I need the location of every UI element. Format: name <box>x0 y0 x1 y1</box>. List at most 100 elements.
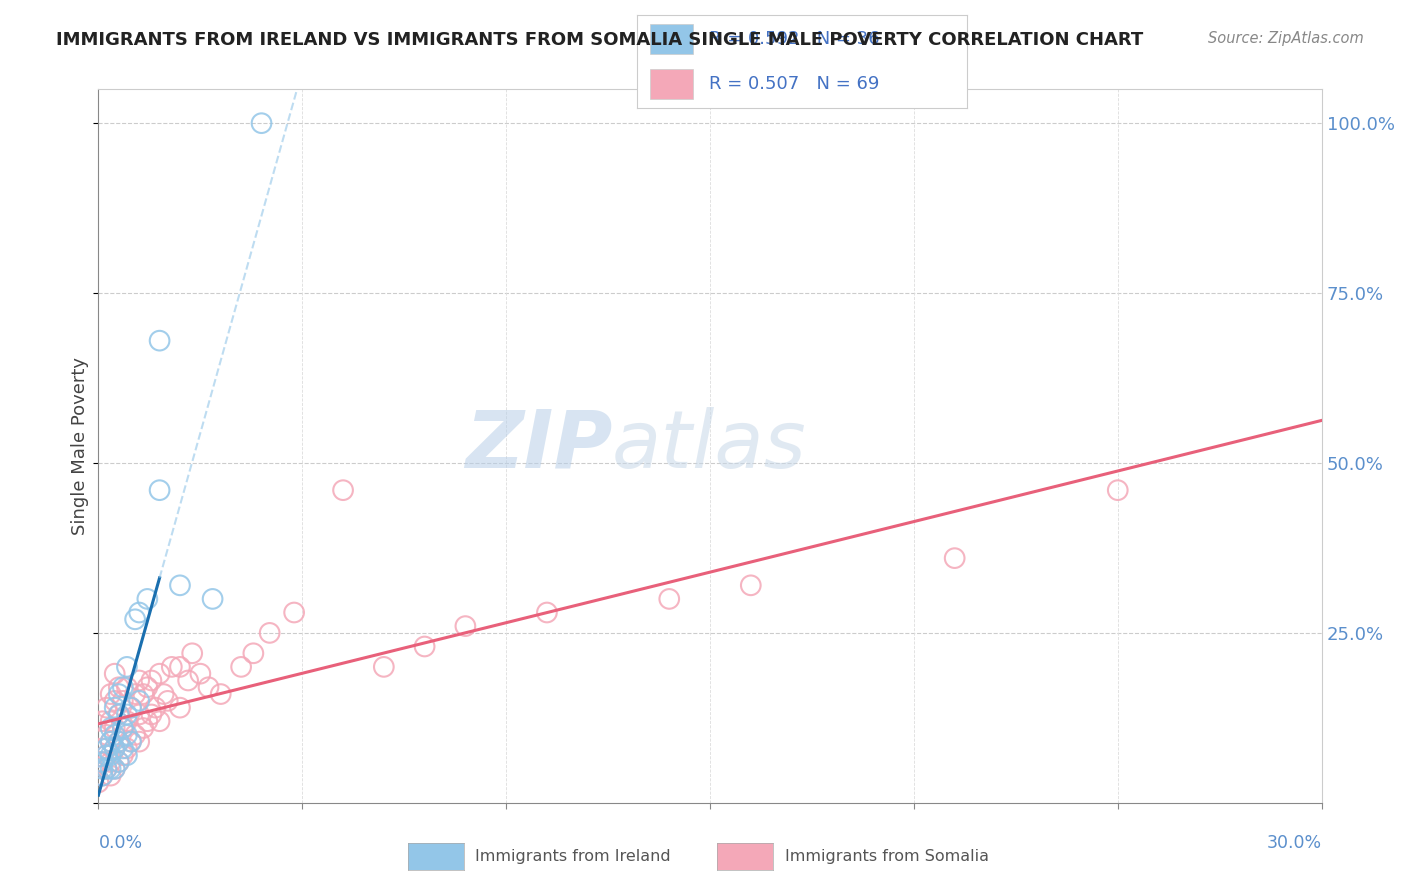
Point <box>156 694 179 708</box>
Point <box>96 748 118 763</box>
Point <box>104 762 127 776</box>
Point <box>658 591 681 606</box>
Point <box>100 755 122 769</box>
Point <box>115 660 138 674</box>
Point <box>124 728 146 742</box>
Point <box>91 762 114 776</box>
Point <box>91 769 114 783</box>
Point <box>250 116 273 130</box>
Point <box>231 660 253 674</box>
Point <box>111 721 134 735</box>
Point <box>96 762 118 776</box>
Point <box>115 680 138 694</box>
Point <box>124 687 146 701</box>
Point <box>100 734 122 748</box>
Point <box>108 680 131 694</box>
Text: R = 0.592   N = 36: R = 0.592 N = 36 <box>709 30 880 48</box>
Y-axis label: Single Male Poverty: Single Male Poverty <box>72 357 90 535</box>
Point <box>149 334 172 348</box>
Point <box>136 680 159 694</box>
Point <box>201 591 224 606</box>
Point <box>115 748 138 763</box>
Point <box>115 741 138 756</box>
Point <box>108 734 131 748</box>
Point <box>91 755 114 769</box>
Point <box>96 741 118 756</box>
Point <box>115 714 138 729</box>
Point <box>104 728 127 742</box>
Point <box>259 626 281 640</box>
Point <box>96 762 118 776</box>
FancyBboxPatch shape <box>650 24 693 54</box>
Point <box>91 769 114 783</box>
Point <box>108 755 131 769</box>
Point <box>1107 483 1129 498</box>
Point <box>100 769 122 783</box>
Point <box>160 660 183 674</box>
Point <box>96 728 118 742</box>
Point <box>120 734 142 748</box>
Point <box>108 707 131 722</box>
Point <box>111 694 134 708</box>
Point <box>209 687 232 701</box>
Point <box>100 687 122 701</box>
Point <box>373 660 395 674</box>
Point <box>943 551 966 566</box>
Point <box>197 680 219 694</box>
Point <box>120 734 142 748</box>
Point <box>100 734 122 748</box>
Point <box>104 721 127 735</box>
Point <box>128 694 150 708</box>
Point <box>87 775 110 789</box>
Point <box>149 483 172 498</box>
FancyBboxPatch shape <box>650 69 693 99</box>
Point <box>91 741 114 756</box>
Point <box>87 755 110 769</box>
Text: ZIP: ZIP <box>465 407 612 485</box>
Point <box>100 721 122 735</box>
Point <box>108 687 131 701</box>
Point <box>283 606 305 620</box>
Point <box>536 606 558 620</box>
Point <box>169 700 191 714</box>
Point <box>181 646 204 660</box>
Point <box>136 714 159 729</box>
Text: IMMIGRANTS FROM IRELAND VS IMMIGRANTS FROM SOMALIA SINGLE MALE POVERTY CORRELATI: IMMIGRANTS FROM IRELAND VS IMMIGRANTS FR… <box>56 31 1143 49</box>
Point <box>141 707 163 722</box>
Point <box>149 666 172 681</box>
Text: R = 0.507   N = 69: R = 0.507 N = 69 <box>709 75 880 93</box>
Text: Immigrants from Ireland: Immigrants from Ireland <box>475 849 671 863</box>
Text: 30.0%: 30.0% <box>1267 834 1322 852</box>
Point <box>454 619 477 633</box>
Point <box>91 755 114 769</box>
Point <box>104 741 127 756</box>
Point <box>108 707 131 722</box>
Point <box>96 700 118 714</box>
Point <box>104 694 127 708</box>
Point <box>152 687 174 701</box>
Point <box>128 673 150 688</box>
Point <box>242 646 264 660</box>
Point <box>177 673 200 688</box>
Point <box>111 748 134 763</box>
Point <box>104 700 127 714</box>
Point <box>149 714 172 729</box>
Point <box>111 680 134 694</box>
Point <box>136 591 159 606</box>
Point <box>332 483 354 498</box>
Point <box>188 666 212 681</box>
Point <box>104 741 127 756</box>
Point <box>169 660 191 674</box>
Point <box>111 741 134 756</box>
Point <box>115 707 138 722</box>
Point <box>132 721 155 735</box>
Point <box>413 640 436 654</box>
Point <box>96 748 118 763</box>
Point <box>104 666 127 681</box>
Point <box>120 700 142 714</box>
Point <box>115 728 138 742</box>
Point <box>128 707 150 722</box>
Point <box>124 612 146 626</box>
Point <box>740 578 762 592</box>
Text: Immigrants from Somalia: Immigrants from Somalia <box>785 849 988 863</box>
